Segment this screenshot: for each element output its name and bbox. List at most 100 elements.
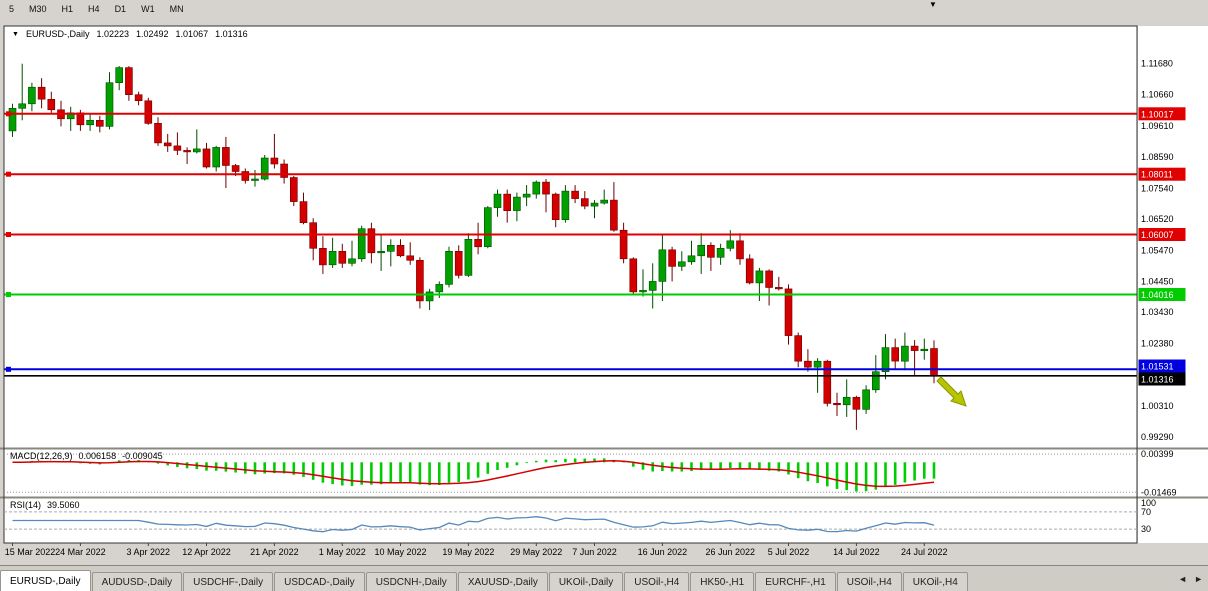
candle: [338, 251, 347, 264]
tab-hk50-h1-8[interactable]: HK50-,H1: [690, 572, 755, 591]
candle: [154, 123, 162, 144]
tab-usoil-h4-7[interactable]: USOil-,H4: [624, 572, 690, 591]
tab-usdchf-daily-2[interactable]: USDCHF-,Daily: [183, 572, 274, 591]
line-anchor-icon[interactable]: [6, 232, 11, 237]
price-tick-label: 1.09610: [1141, 121, 1174, 131]
date-label: 12 Apr 2022: [182, 547, 231, 557]
candle: [610, 199, 618, 231]
rsi-line: [12, 516, 935, 533]
candle: [406, 255, 415, 261]
price-level-badge-text: 1.01316: [1141, 375, 1174, 385]
candle: [513, 196, 521, 211]
tab-audusd-daily-1[interactable]: AUDUSD-,Daily: [91, 572, 183, 591]
candle: [600, 199, 609, 204]
price-level-badge-text: 1.08011: [1141, 170, 1173, 180]
price-level-badge-1.01316: [1138, 372, 1186, 386]
candle: [47, 99, 56, 111]
candle: [532, 181, 541, 195]
candle: [920, 348, 929, 352]
tab-eurusd-daily-0[interactable]: EURUSD-,Daily: [0, 570, 91, 591]
candle: [707, 245, 715, 258]
chart-plot-background: [4, 26, 1137, 543]
candle: [37, 86, 46, 100]
macd-value-main: 0.006158: [78, 451, 117, 461]
chart-title-low: 1.01067: [175, 29, 209, 39]
price-tick-label: 1.10660: [1141, 89, 1174, 99]
timeframe-button-5[interactable]: 5: [9, 3, 15, 14]
price-axis[interactable]: 1.11680 1.10660 1.09610 1.08590 1.07540 1.065…: [1138, 59, 1186, 442]
candle: [648, 281, 657, 291]
candle: [386, 245, 395, 252]
candle: [105, 82, 114, 127]
date-label: 29 May 2022: [510, 547, 562, 557]
tabs-scroll-right-icon[interactable]: ►: [1194, 574, 1203, 584]
rsi-value: 39.5060: [47, 500, 80, 510]
candle: [852, 396, 861, 410]
timeframe-button-h4[interactable]: H4: [88, 3, 100, 14]
tab-eurchf-h1-9[interactable]: EURCHF-,H1: [755, 572, 836, 591]
candle: [794, 335, 803, 362]
candle: [28, 86, 36, 105]
price-tick-label: 1.08590: [1141, 152, 1174, 162]
price-tick-label: 1.03430: [1141, 307, 1174, 317]
candle: [697, 245, 706, 257]
tab-ukoil-h4-11[interactable]: UKOil-,H4: [902, 572, 968, 591]
date-label: 19 May 2022: [442, 547, 494, 557]
macd-signal-line: [12, 460, 935, 488]
price-level-badge-1.06007: [1138, 228, 1186, 241]
timeframe-button-mn[interactable]: MN: [169, 3, 184, 14]
rsi-axis-label: 100: [1141, 498, 1156, 508]
candle: [377, 251, 385, 254]
candle: [910, 345, 919, 351]
line-anchor-icon[interactable]: [6, 292, 11, 297]
tab-usdcnh-daily-4[interactable]: USDCNH-,Daily: [365, 572, 457, 591]
chart-tab-bar: EURUSD-,Daily AUDUSD-,Daily USDCHF-,Daily U…: [0, 565, 1208, 591]
sell-arrow-annotation[interactable]: [936, 376, 967, 407]
macd-label: MACD(12,26,9) 0.006158 -0.009045: [10, 451, 163, 461]
candle: [503, 193, 512, 212]
candle: [862, 389, 870, 410]
symbol-dropdown-icon[interactable]: ▼: [12, 30, 19, 38]
candle: [813, 360, 822, 368]
timeframe-button-m30[interactable]: M30: [29, 3, 47, 14]
tab-usdcad-daily-3[interactable]: USDCAD-,Daily: [274, 572, 365, 591]
date-label: 10 May 2022: [374, 547, 426, 557]
line-anchor-icon[interactable]: [6, 111, 11, 117]
date-label: 24 Jul 2022: [901, 547, 948, 557]
price-tick-label: 1.02380: [1141, 339, 1174, 349]
macd-name: MACD(12,26,9): [10, 451, 73, 461]
chart-frame: [3, 25, 1138, 544]
line-anchor-icon[interactable]: [6, 171, 11, 177]
candle: [96, 120, 104, 127]
rsi-axis-label: 70: [1141, 507, 1151, 517]
tab-usoil-h4-10[interactable]: USOil-,H4: [836, 572, 902, 591]
candle: [241, 171, 250, 181]
candle: [493, 193, 502, 208]
tab-ukoil-daily-6[interactable]: UKOil-,Daily: [548, 572, 624, 591]
candle: [590, 202, 599, 207]
line-anchor-icon[interactable]: [6, 366, 11, 372]
timeframe-button-w1[interactable]: W1: [141, 3, 155, 14]
candle: [745, 258, 754, 284]
tabs-scroll-left-icon[interactable]: ◄: [1178, 574, 1188, 584]
candle: [416, 259, 424, 302]
date-axis[interactable]: 15 Mar 2022 24 Mar 2022 3 Apr 2022 12 Apr 2…: [5, 543, 948, 557]
chart-canvas[interactable]: 1.11680 1.10660 1.09610 1.08590 1.07540 1.065…: [0, 0, 1208, 565]
chart-title-high: 1.02492: [136, 29, 169, 39]
date-label: 7 Jun 2022: [572, 547, 617, 557]
rsi-axis-label: 30: [1141, 524, 1151, 534]
timeframe-button-h1[interactable]: H1: [61, 3, 74, 14]
timeframe-button-d1[interactable]: D1: [114, 3, 127, 14]
price-level-badge-1.01531: [1138, 359, 1186, 373]
candle: [289, 177, 298, 202]
candle: [658, 249, 667, 282]
date-label: 3 Apr 2022: [127, 547, 171, 557]
candle: [328, 251, 337, 266]
price-tick-label: 1.11680: [1141, 59, 1173, 69]
chart-shift-icon[interactable]: ▼: [929, 0, 937, 9]
tab-xauusd-daily-5[interactable]: XAUUSD-,Daily: [457, 572, 548, 591]
price-tick-label: 1.00310: [1141, 401, 1174, 411]
candle: [280, 163, 288, 178]
chart-title-open: 1.02223: [96, 29, 129, 39]
candle: [425, 291, 434, 302]
